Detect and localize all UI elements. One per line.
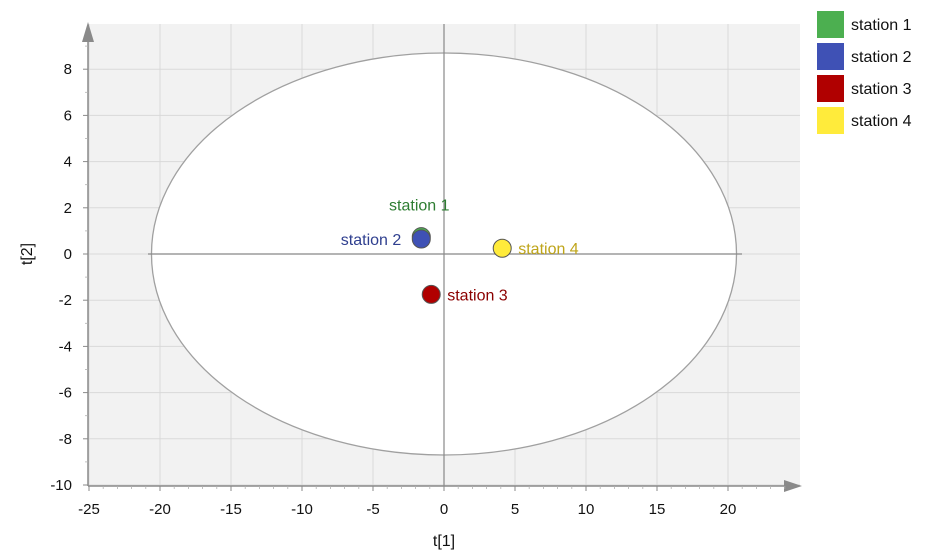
- x-tick-label: 20: [720, 501, 737, 518]
- legend-label: station 2: [851, 49, 912, 66]
- y-tick-label: 2: [64, 200, 72, 217]
- y-tick-label: 4: [64, 154, 72, 171]
- y-tick-label: -10: [50, 477, 72, 494]
- point-label-station-3: station 3: [447, 287, 508, 304]
- y-tick-label: -8: [59, 431, 72, 448]
- legend-label: station 1: [851, 17, 912, 34]
- y-axis-title: t[2]: [19, 243, 36, 265]
- x-tick-label: -10: [291, 501, 313, 518]
- x-tick-label: -15: [220, 501, 242, 518]
- data-point-station-4: [492, 238, 512, 258]
- legend-swatch: [817, 75, 844, 102]
- x-axis-arrow: [784, 480, 802, 492]
- x-tick-label: 5: [511, 501, 519, 518]
- y-tick-label: -2: [59, 292, 72, 309]
- x-tick-label: -20: [149, 501, 171, 518]
- y-tick-label: 8: [64, 61, 72, 78]
- legend-label: station 4: [851, 113, 912, 130]
- point-label-station-4: station 4: [518, 241, 579, 258]
- x-tick-label: 10: [578, 501, 595, 518]
- x-tick-label: -5: [366, 501, 379, 518]
- legend-label: station 3: [851, 81, 912, 98]
- point-label-station-2: station 2: [341, 232, 402, 249]
- y-axis-arrow: [82, 22, 94, 42]
- y-tick-label: -6: [59, 385, 72, 402]
- data-point-station-2: [411, 229, 431, 249]
- data-points: station 1 station 2 station 3 station 4: [341, 198, 579, 305]
- legend-swatch: [817, 107, 844, 134]
- axes: [82, 22, 802, 492]
- y-tick-label: 6: [64, 107, 72, 124]
- x-tick-label: 0: [440, 501, 448, 518]
- y-tick-label: -4: [59, 338, 72, 355]
- data-point-station-3: [421, 284, 441, 304]
- x-tick-label: -25: [78, 501, 100, 518]
- y-tick-label: 0: [64, 246, 72, 263]
- legend-swatch: [817, 11, 844, 38]
- legend-swatch: [817, 43, 844, 70]
- point-label-station-1: station 1: [389, 198, 450, 215]
- legend: station 1 station 2 station 3 station 4: [817, 11, 912, 134]
- x-axis-title: t[1]: [433, 533, 455, 550]
- x-tick-label: 15: [649, 501, 666, 518]
